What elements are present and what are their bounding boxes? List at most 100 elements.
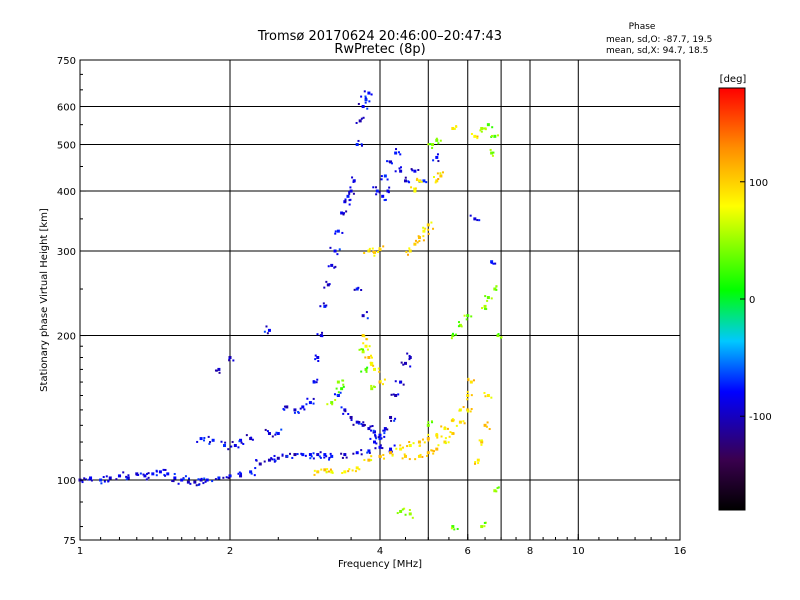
data-point [421,455,424,458]
data-point [377,436,380,439]
data-point [225,476,228,479]
data-point [457,325,460,328]
data-point [237,472,240,475]
data-point [443,427,447,431]
data-point [376,250,379,253]
data-point [342,385,345,388]
data-point [379,455,382,458]
data-point [184,475,187,478]
data-point [325,280,328,283]
data-point [358,119,362,123]
data-point [353,179,356,182]
data-point [233,444,237,448]
data-point [443,440,447,444]
data-point [408,354,411,357]
data-point [227,476,230,479]
data-point [380,175,383,178]
data-point [378,445,382,449]
data-point [370,384,373,387]
data-point [351,469,354,472]
data-point [484,395,487,398]
data-point [369,361,372,364]
data-point [217,367,221,371]
data-point [495,490,498,493]
data-point [328,283,331,286]
data-point [435,433,439,437]
data-point [394,417,397,420]
data-point [435,179,439,183]
data-point [136,473,139,476]
data-point [348,203,351,206]
data-point [435,447,439,451]
data-point [437,444,440,447]
data-point [189,482,192,485]
data-point [466,390,469,393]
data-point [378,248,382,252]
data-point [427,228,430,231]
data-point [360,449,363,452]
data-point [349,198,352,201]
data-point [325,471,328,474]
data-point [258,462,262,466]
data-point [433,450,436,453]
data-point [125,478,128,481]
data-point [224,441,227,444]
data-point [209,441,212,444]
data-point [374,434,377,437]
data-point [486,296,490,300]
data-point [493,134,497,138]
data-point [312,380,315,383]
data-point [217,477,220,480]
data-point [308,453,312,457]
data-point [399,447,403,451]
data-point [413,169,417,173]
data-point [395,447,398,450]
data-point [375,189,379,193]
data-point [383,199,386,202]
data-point [300,452,303,455]
data-point [360,289,363,292]
data-point [452,432,455,435]
data-point [345,456,348,459]
data-point [306,397,309,400]
data-point [467,377,470,380]
data-point [312,457,315,460]
data-point [173,476,177,480]
data-point [492,262,495,265]
data-point [408,441,411,444]
data-point [361,334,365,338]
data-point [432,452,435,455]
data-point [214,478,217,481]
data-point [368,345,371,348]
data-point [328,456,331,459]
data-point [316,378,319,381]
data-point [373,254,376,257]
data-point [413,189,417,193]
data-point [493,287,497,291]
data-point [349,189,353,193]
data-point [193,480,197,484]
data-point [232,359,235,362]
data-point [470,394,473,397]
data-point [489,148,492,151]
data-point [330,470,334,474]
data-point [403,454,407,458]
data-point [220,440,223,443]
data-point [477,462,480,465]
data-point [369,437,372,440]
data-point [125,475,128,478]
data-point [283,408,286,411]
data-point [293,408,297,412]
data-point [406,253,409,256]
data-point [229,474,232,477]
data-point [263,460,266,463]
data-point [171,480,174,483]
data-point [410,186,413,189]
data-point [491,126,494,129]
data-point [283,405,286,408]
data-point [352,180,355,183]
data-point [450,337,453,340]
data-point [336,380,340,384]
data-point [435,138,439,142]
data-point [81,481,84,484]
